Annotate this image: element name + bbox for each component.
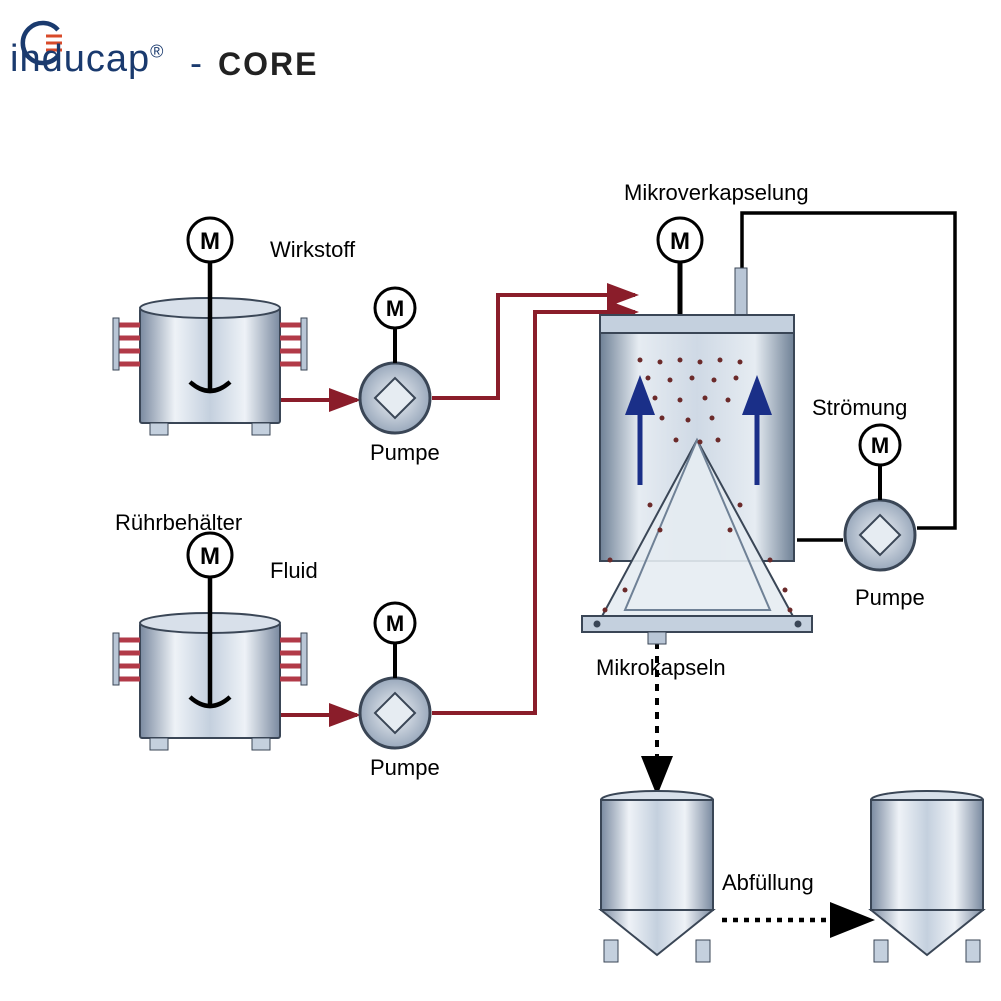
pump-2: M: [360, 603, 430, 748]
svg-text:M: M: [871, 433, 889, 458]
label-stroemung: Strömung: [812, 395, 907, 421]
svg-text:M: M: [200, 228, 220, 255]
pipe-network: [280, 295, 635, 715]
pump-3: M: [845, 425, 915, 570]
label-pumpe-3: Pumpe: [855, 585, 925, 611]
label-abfuellung: Abfüllung: [722, 870, 814, 896]
label-pumpe-2: Pumpe: [370, 755, 440, 781]
svg-text:M: M: [670, 228, 690, 255]
label-ruehrbehaelter: Rührbehälter: [115, 510, 242, 536]
svg-text:M: M: [386, 296, 404, 321]
pump-1: M: [360, 288, 430, 433]
encapsulation-reactor: M: [582, 218, 812, 644]
label-mikroverkapselung: Mikroverkapselung: [624, 180, 809, 206]
label-pumpe-1: Pumpe: [370, 440, 440, 466]
process-diagram: M M M M: [0, 0, 1001, 1001]
label-wirkstoff: Wirkstoff: [270, 237, 355, 263]
storage-vessel-1: [601, 791, 713, 962]
storage-vessel-2: [871, 791, 983, 962]
svg-text:M: M: [386, 611, 404, 636]
svg-text:M: M: [200, 543, 220, 570]
label-fluid: Fluid: [270, 558, 318, 584]
label-mikrokapseln: Mikrokapseln: [596, 655, 726, 681]
